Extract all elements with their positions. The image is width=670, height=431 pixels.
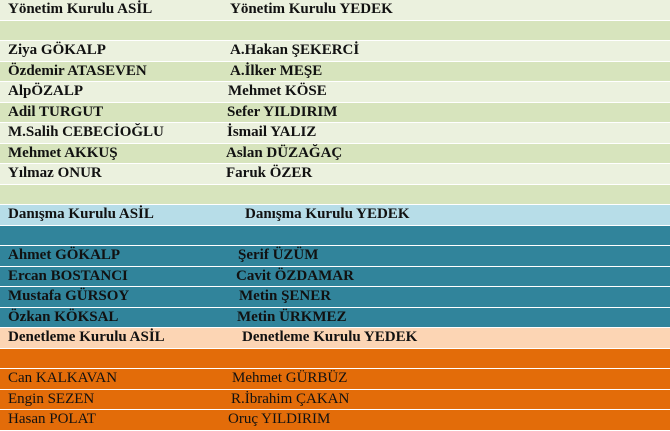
empty-row xyxy=(0,225,670,246)
denetleme-asil-header: Denetleme Kurulu ASİL xyxy=(8,329,165,345)
danisma-header-row: Danışma Kurulu ASİL Danışma Kurulu YEDEK xyxy=(0,205,670,226)
denetleme-yedek-header: Denetleme Kurulu YEDEK xyxy=(242,329,418,345)
asil-name: Özkan KÖKSAL xyxy=(8,308,119,325)
yedek-name: A.İlker MEŞE xyxy=(230,62,323,79)
yedek-name: Faruk ÖZER xyxy=(226,165,313,181)
asil-name: Özdemir ATASEVEN xyxy=(8,62,147,79)
table-row: Ahmet GÖKALP Şerif ÜZÜM xyxy=(0,246,670,267)
asil-name: Ercan BOSTANCI xyxy=(8,267,128,284)
yedek-name: Metin ŞENER xyxy=(239,288,332,304)
asil-name: Engin SEZEN xyxy=(8,390,95,407)
danisma-yedek-header: Danışma Kurulu YEDEK xyxy=(245,206,410,222)
yonetim-header-row: Yönetim Kurulu ASİL Yönetim Kurulu YEDEK xyxy=(0,0,670,21)
table-row: Ercan BOSTANCI Cavit ÖZDAMAR xyxy=(0,266,670,287)
yedek-name: Mehmet GÜRBÜZ xyxy=(232,370,348,386)
asil-name: M.Salih CEBECİOĞLU xyxy=(8,124,164,140)
empty-row xyxy=(0,20,670,41)
table-row: Engin SEZEN R.İbrahim ÇAKAN xyxy=(0,389,670,410)
asil-name: Adil TURGUT xyxy=(8,103,104,120)
asil-name: Hasan POLAT xyxy=(8,411,96,427)
asil-name: Mehmet AKKUŞ xyxy=(8,144,118,161)
yedek-name: Oruç YILDIRIM xyxy=(228,411,331,427)
yedek-name: İsmail YALIZ xyxy=(227,124,317,140)
table-row: Mehmet AKKUŞ Aslan DÜZAĞAÇ xyxy=(0,143,670,164)
asil-name: Ziya GÖKALP xyxy=(8,42,106,58)
table-row: AlpÖZALP Mehmet KÖSE xyxy=(0,82,670,103)
table-row: Hasan POLAT Oruç YILDIRIM xyxy=(0,410,670,431)
yedek-name: Aslan DÜZAĞAÇ xyxy=(226,144,343,161)
yedek-name: Cavit ÖZDAMAR xyxy=(236,267,354,284)
empty-row xyxy=(0,348,670,369)
table-row: Özkan KÖKSAL Metin ÜRKMEZ xyxy=(0,307,670,328)
yedek-name: Mehmet KÖSE xyxy=(228,83,327,99)
table-row: Mustafa GÜRSOY Metin ŞENER xyxy=(0,287,670,308)
table-row: M.Salih CEBECİOĞLU İsmail YALIZ xyxy=(0,123,670,144)
asil-name: Mustafa GÜRSOY xyxy=(8,288,130,304)
table-row: Yılmaz ONUR Faruk ÖZER xyxy=(0,164,670,185)
yedek-name: R.İbrahim ÇAKAN xyxy=(231,390,350,407)
danisma-asil-header: Danışma Kurulu ASİL xyxy=(8,206,154,222)
yonetim-yedek-header: Yönetim Kurulu YEDEK xyxy=(230,1,393,17)
empty-row xyxy=(0,184,670,205)
table-row: Ziya GÖKALP A.Hakan ŞEKERCİ xyxy=(0,41,670,62)
yedek-name: Metin ÜRKMEZ xyxy=(237,308,347,325)
table-row: Adil TURGUT Sefer YILDIRIM xyxy=(0,102,670,123)
yedek-name: Şerif ÜZÜM xyxy=(238,247,319,263)
asil-name: Can KALKAVAN xyxy=(8,370,118,386)
denetleme-header-row: Denetleme Kurulu ASİL Denetleme Kurulu Y… xyxy=(0,328,670,349)
yonetim-asil-header: Yönetim Kurulu ASİL xyxy=(8,1,153,17)
asil-name: Yılmaz ONUR xyxy=(8,165,102,181)
table-row: Özdemir ATASEVEN A.İlker MEŞE xyxy=(0,61,670,82)
asil-name: AlpÖZALP xyxy=(8,83,84,99)
yedek-name: Sefer YILDIRIM xyxy=(227,103,338,120)
asil-name: Ahmet GÖKALP xyxy=(8,247,121,263)
table-row: Can KALKAVAN Mehmet GÜRBÜZ xyxy=(0,369,670,390)
yedek-name: A.Hakan ŞEKERCİ xyxy=(230,42,360,58)
